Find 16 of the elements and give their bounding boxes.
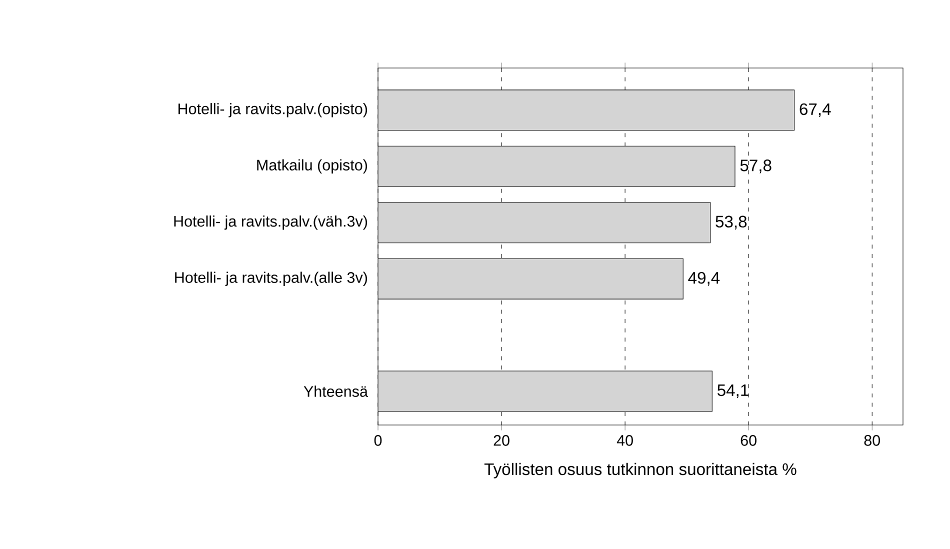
- y-tick-label: Hotelli- ja ravits.palv.(väh.3v): [174, 215, 368, 230]
- x-tick-label: 20: [494, 435, 510, 446]
- x-tick-label: 80: [864, 435, 880, 446]
- data-label: 53,8: [716, 216, 747, 230]
- y-tick-label: Hotelli- ja ravits.palv.(alle 3v): [175, 272, 368, 286]
- x-tick-label: 40: [616, 435, 633, 446]
- data-label: 54,1: [718, 384, 748, 398]
- y-tick-label: Yhteensä: [304, 386, 368, 397]
- x-tick-label: 60: [740, 435, 756, 446]
- y-tick-label: Hotelli- ja ravits.palv.(opisto): [178, 103, 368, 118]
- y-tick-label: Matkailu (opisto): [257, 159, 368, 174]
- x-tick-label: 0: [374, 435, 382, 446]
- x-axis-title: Työllisten osuus tutkinnon suorittaneista %: [484, 462, 796, 478]
- data-label: 67,4: [800, 103, 831, 118]
- data-label: 57,8: [740, 160, 772, 174]
- data-label: 49,4: [688, 272, 720, 286]
